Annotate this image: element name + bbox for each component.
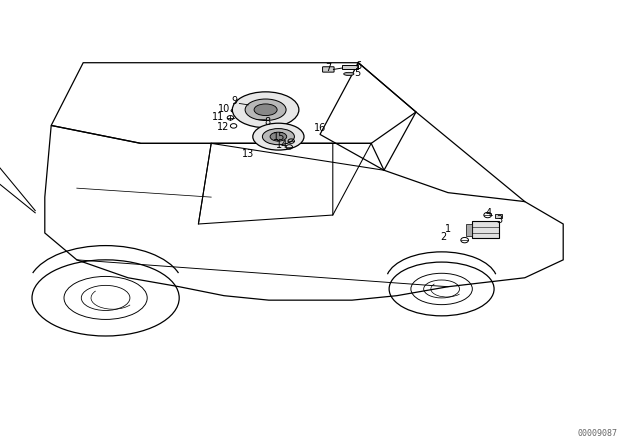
- Text: 8: 8: [264, 117, 271, 127]
- Text: 6: 6: [355, 61, 362, 71]
- FancyBboxPatch shape: [323, 67, 334, 72]
- Ellipse shape: [254, 104, 277, 116]
- Bar: [495, 214, 502, 218]
- Text: 7: 7: [325, 63, 332, 73]
- Text: 1: 1: [445, 224, 451, 234]
- Bar: [342, 65, 358, 69]
- Text: 13: 13: [242, 149, 255, 159]
- Text: 5: 5: [354, 69, 360, 78]
- Text: 14: 14: [275, 140, 288, 150]
- Text: 16: 16: [314, 123, 326, 133]
- Bar: [466, 224, 472, 236]
- Bar: [472, 221, 499, 238]
- Text: 4: 4: [485, 208, 492, 218]
- Text: 10: 10: [218, 104, 230, 114]
- Text: 3: 3: [496, 215, 502, 224]
- Ellipse shape: [253, 123, 304, 150]
- Ellipse shape: [232, 92, 299, 128]
- Text: 15: 15: [273, 132, 285, 142]
- Ellipse shape: [231, 108, 243, 113]
- Ellipse shape: [262, 129, 294, 145]
- Ellipse shape: [245, 99, 286, 121]
- Text: 2: 2: [440, 233, 446, 242]
- Text: 12: 12: [216, 122, 229, 132]
- Text: 9: 9: [231, 96, 237, 106]
- Ellipse shape: [344, 72, 354, 75]
- Text: 11: 11: [211, 112, 224, 122]
- Text: 00009087: 00009087: [578, 429, 618, 438]
- Ellipse shape: [270, 132, 287, 141]
- Bar: [256, 117, 265, 121]
